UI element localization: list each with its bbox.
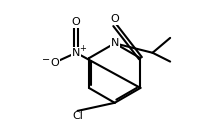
Text: N: N bbox=[72, 48, 80, 58]
Text: N: N bbox=[110, 38, 119, 48]
Text: +: + bbox=[79, 44, 86, 53]
Text: Cl: Cl bbox=[72, 111, 83, 121]
Text: O: O bbox=[72, 17, 81, 27]
Text: O: O bbox=[110, 14, 119, 24]
Text: O: O bbox=[51, 58, 60, 68]
Text: −: − bbox=[42, 55, 50, 65]
